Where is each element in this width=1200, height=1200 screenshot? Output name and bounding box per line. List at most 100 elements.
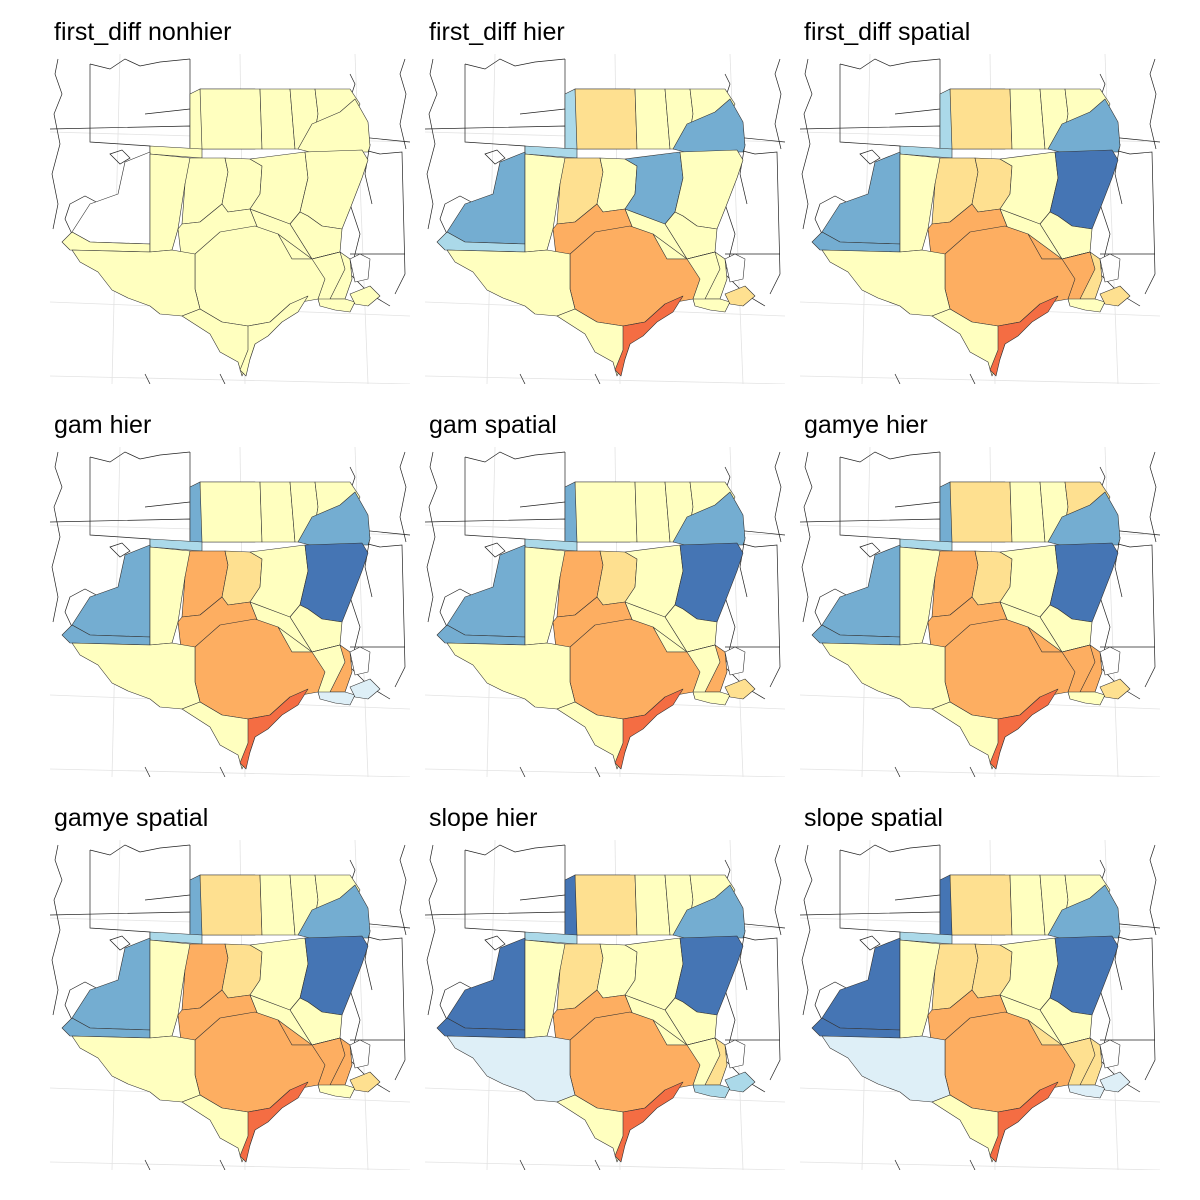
stratum-region-tx-s <box>181 1094 256 1163</box>
region-map <box>50 447 410 777</box>
stratum-regions <box>436 874 756 1163</box>
state-boundary <box>969 373 976 384</box>
map-panel: slope hier <box>425 786 785 1170</box>
stratum-region-mn <box>634 88 671 150</box>
stratum-region-tx-s <box>931 308 1006 377</box>
state-boundary <box>734 148 781 295</box>
state-boundary <box>1149 58 1157 150</box>
stratum-region-ms <box>724 253 746 283</box>
state-boundary <box>359 934 406 1081</box>
map-panel: gam hier <box>50 393 410 777</box>
panel-title: gam spatial <box>429 411 557 439</box>
graticule-line <box>800 1161 1160 1170</box>
stratum-region-ms <box>1099 646 1121 676</box>
stratum-regions <box>811 874 1131 1163</box>
map-panel: gamye spatial <box>50 786 410 1170</box>
stratum-regions <box>61 874 381 1163</box>
stratum-region-mn <box>259 481 296 543</box>
state-boundary <box>89 58 191 70</box>
state-boundary <box>399 451 407 543</box>
stratum-region-tx-w <box>71 1035 201 1103</box>
stratum-region-ne-w <box>446 937 526 1031</box>
stratum-region-tx-s <box>181 701 256 770</box>
stratum-region-tx-s <box>931 701 1006 770</box>
map-panel: first_diff hier <box>425 0 785 384</box>
stratum-region-tx-s <box>556 701 631 770</box>
stratum-region-mn <box>259 874 296 936</box>
stratum-region-tx-w <box>446 1035 576 1103</box>
stratum-region-ms <box>1099 253 1121 283</box>
stratum-region-tx-s <box>556 1094 631 1163</box>
stratum-region-ia <box>1049 542 1119 623</box>
stratum-region-sd <box>189 481 203 544</box>
stratum-region-tx-w <box>821 249 951 317</box>
region-map <box>425 54 785 384</box>
stratum-region-sd <box>564 88 578 151</box>
state-boundary <box>969 766 976 777</box>
state-boundary <box>894 373 901 384</box>
stratum-region-ms <box>349 253 371 283</box>
stratum-region-lak <box>1099 678 1131 700</box>
state-boundary <box>859 149 881 165</box>
state-boundary <box>484 935 506 951</box>
state-boundary <box>1149 844 1157 936</box>
stratum-region-sd <box>564 874 578 937</box>
state-boundary <box>364 929 373 991</box>
stratum-region-sd <box>189 88 203 151</box>
state-boundary <box>801 451 813 623</box>
stratum-region-ia <box>299 935 369 1016</box>
state-boundary <box>426 451 438 623</box>
stratum-region-sd <box>939 481 953 544</box>
stratum-region-lak <box>349 678 381 700</box>
stratum-region-la <box>1067 691 1106 706</box>
stratum-region-nd <box>199 874 263 936</box>
stratum-region-ne-w <box>71 937 151 1031</box>
region-map <box>800 840 1160 1170</box>
stratum-region-ms <box>349 646 371 676</box>
stratum-region-ne-w <box>71 151 151 245</box>
state-boundary <box>519 894 566 901</box>
stratum-region-nd <box>574 874 638 936</box>
state-boundary <box>484 542 506 558</box>
state-boundary <box>426 58 438 230</box>
stratum-region-tx-coast <box>614 295 684 377</box>
stratum-region-tx-coast <box>989 1081 1059 1163</box>
graticule-line <box>425 768 785 777</box>
region-map <box>800 447 1160 777</box>
stratum-region-sd <box>564 481 578 544</box>
state-boundary <box>1114 143 1123 205</box>
stratum-region-la <box>317 691 356 706</box>
stratum-region-tx-coast <box>614 688 684 770</box>
state-boundary <box>109 542 131 558</box>
state-boundary <box>359 541 406 688</box>
region-map <box>425 447 785 777</box>
panel-title: slope spatial <box>804 804 943 832</box>
state-boundary <box>464 58 566 70</box>
state-boundary <box>144 373 151 384</box>
state-boundary <box>484 149 506 165</box>
state-boundary <box>399 844 407 936</box>
stratum-region-tx-coast <box>239 1081 309 1163</box>
stratum-region-mn <box>634 874 671 936</box>
stratum-region-ia <box>674 935 744 1016</box>
state-boundary <box>894 501 941 508</box>
state-boundary <box>801 844 813 1016</box>
state-boundary <box>594 1159 601 1170</box>
state-boundary <box>1114 929 1123 991</box>
stratum-region-ia <box>299 542 369 623</box>
stratum-region-lak <box>349 285 381 307</box>
stratum-region-tx-coast <box>989 688 1059 770</box>
state-boundary <box>519 373 526 384</box>
state-boundary <box>464 844 566 856</box>
stratum-region-tx-coast <box>989 295 1059 377</box>
stratum-region-la <box>317 298 356 313</box>
stratum-region-ne-w <box>446 544 526 638</box>
stratum-region-mn <box>259 88 296 150</box>
stratum-region-nd <box>949 88 1013 150</box>
stratum-region-tx-w <box>821 1035 951 1103</box>
state-boundary <box>1109 541 1156 688</box>
state-boundary <box>734 541 781 688</box>
stratum-region-mn <box>1009 88 1046 150</box>
state-boundary <box>1114 536 1123 598</box>
state-boundary <box>594 766 601 777</box>
